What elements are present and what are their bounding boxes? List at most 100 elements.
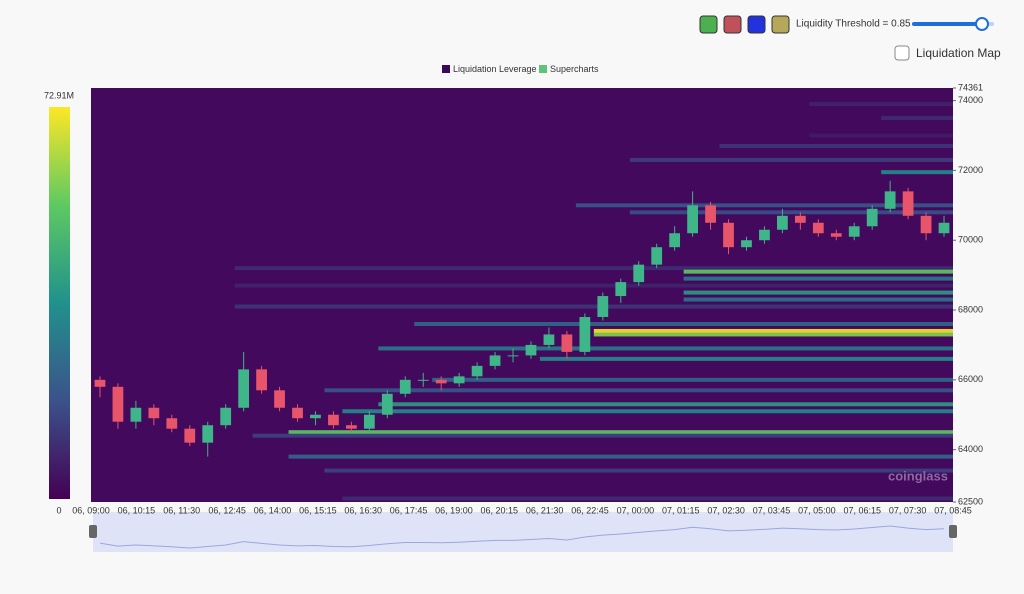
candle-body bbox=[471, 365, 483, 377]
candle-body bbox=[597, 296, 609, 318]
colorbar-label: 0 bbox=[56, 505, 61, 515]
candle-body bbox=[346, 425, 357, 429]
liquidation-band bbox=[719, 143, 953, 148]
candle-body bbox=[489, 355, 501, 366]
liquidation-band bbox=[234, 283, 953, 288]
liquidation-band bbox=[575, 203, 953, 208]
candle-body bbox=[238, 369, 250, 408]
liquidation-band bbox=[324, 468, 953, 473]
y-tick-label: 72000 bbox=[958, 165, 983, 175]
plot-background bbox=[91, 88, 953, 502]
watermark: coinglass bbox=[888, 468, 948, 483]
x-tick-label: 07, 03:45 bbox=[753, 505, 791, 515]
liquidation-band bbox=[629, 157, 953, 162]
liquidation-band bbox=[288, 430, 954, 435]
liquidation-band bbox=[809, 102, 953, 107]
candle-body bbox=[651, 247, 663, 265]
liquidation-band bbox=[683, 297, 953, 302]
y-tick-label: 68000 bbox=[958, 304, 983, 314]
liquidation-band bbox=[324, 388, 953, 393]
candle-body bbox=[453, 376, 465, 384]
candle-body bbox=[184, 428, 196, 443]
candle-body bbox=[507, 355, 519, 357]
x-tick-label: 06, 22:45 bbox=[571, 505, 609, 515]
threshold-label: Liquidity Threshold = 0.85 bbox=[796, 19, 911, 30]
navigator-handle[interactable] bbox=[949, 525, 957, 538]
candle-body bbox=[256, 369, 267, 391]
candle-body bbox=[274, 390, 285, 408]
theme-button[interactable] bbox=[723, 15, 742, 34]
y-tick-label: 64000 bbox=[958, 444, 983, 454]
legend-swatch bbox=[442, 65, 450, 73]
navigator[interactable] bbox=[93, 512, 953, 552]
x-tick-label: 06, 21:30 bbox=[526, 505, 564, 515]
liquidation-band bbox=[539, 356, 953, 361]
candle-body bbox=[830, 233, 842, 237]
candle-body bbox=[633, 264, 645, 283]
liquidation-band bbox=[683, 276, 953, 281]
colorbar-label: 72.91M bbox=[44, 90, 74, 100]
x-tick-label: 07, 00:00 bbox=[617, 505, 655, 515]
x-tick-label: 06, 19:00 bbox=[435, 505, 473, 515]
candle-body bbox=[328, 414, 339, 426]
slider-knob[interactable] bbox=[975, 17, 989, 31]
navigator-line bbox=[99, 525, 945, 549]
theme-button[interactable] bbox=[771, 15, 790, 34]
liquidation-band bbox=[683, 269, 953, 274]
liquidation-band bbox=[683, 290, 953, 295]
y-tick-label: 62500 bbox=[958, 496, 983, 506]
legend-swatch bbox=[539, 65, 547, 73]
colorbar bbox=[49, 107, 70, 499]
slider-track[interactable] bbox=[912, 22, 984, 26]
candle-body bbox=[687, 205, 698, 234]
x-tick-label: 07, 07:30 bbox=[889, 505, 927, 515]
x-tick-label: 06, 14:00 bbox=[254, 505, 292, 515]
candle-body bbox=[202, 425, 214, 443]
candle-body bbox=[669, 233, 681, 248]
y-tick-label: 74000 bbox=[958, 95, 983, 105]
liquidation-band bbox=[342, 496, 954, 501]
x-tick-label: 07, 02:30 bbox=[707, 505, 745, 515]
x-tick-label: 06, 17:45 bbox=[390, 505, 428, 515]
liquidation-band bbox=[881, 116, 953, 121]
candle-body bbox=[866, 208, 878, 227]
checkbox[interactable] bbox=[894, 45, 910, 61]
liquidation-band bbox=[252, 433, 953, 438]
candle-body bbox=[525, 344, 537, 356]
candle-body bbox=[723, 222, 734, 248]
map-label: Liquidation Map bbox=[916, 46, 1001, 60]
x-tick-label: 06, 09:00 bbox=[72, 505, 110, 515]
theme-button[interactable] bbox=[699, 15, 718, 34]
theme-button[interactable] bbox=[747, 15, 766, 34]
liquidation-band bbox=[234, 304, 953, 309]
candle-body bbox=[848, 226, 860, 237]
liquidation-band bbox=[593, 328, 953, 333]
candle-body bbox=[812, 222, 824, 234]
legend-label: Supercharts bbox=[550, 64, 599, 74]
candle-body bbox=[920, 215, 932, 234]
liquidation-band bbox=[378, 402, 953, 407]
candle-body bbox=[220, 407, 232, 426]
x-tick-label: 06, 20:15 bbox=[481, 505, 519, 515]
candle-body bbox=[615, 282, 627, 297]
candle-body bbox=[417, 379, 429, 381]
liquidation-band bbox=[809, 133, 953, 138]
liquidation-band bbox=[629, 210, 953, 215]
liquidation-band bbox=[881, 170, 953, 175]
candle-body bbox=[543, 334, 555, 345]
candle-body bbox=[777, 215, 788, 230]
candle-body bbox=[794, 215, 806, 223]
candle-body bbox=[148, 407, 160, 419]
x-tick-label: 07, 05:00 bbox=[798, 505, 836, 515]
candle-body bbox=[938, 222, 950, 234]
navigator-handle[interactable] bbox=[89, 525, 97, 538]
candle-body bbox=[130, 407, 142, 422]
candle-body bbox=[759, 229, 770, 241]
candle-body bbox=[310, 414, 321, 419]
candle-body bbox=[561, 334, 573, 352]
candle-body bbox=[94, 379, 106, 387]
liquidation-band bbox=[432, 377, 953, 382]
x-tick-label: 07, 06:15 bbox=[843, 505, 881, 515]
